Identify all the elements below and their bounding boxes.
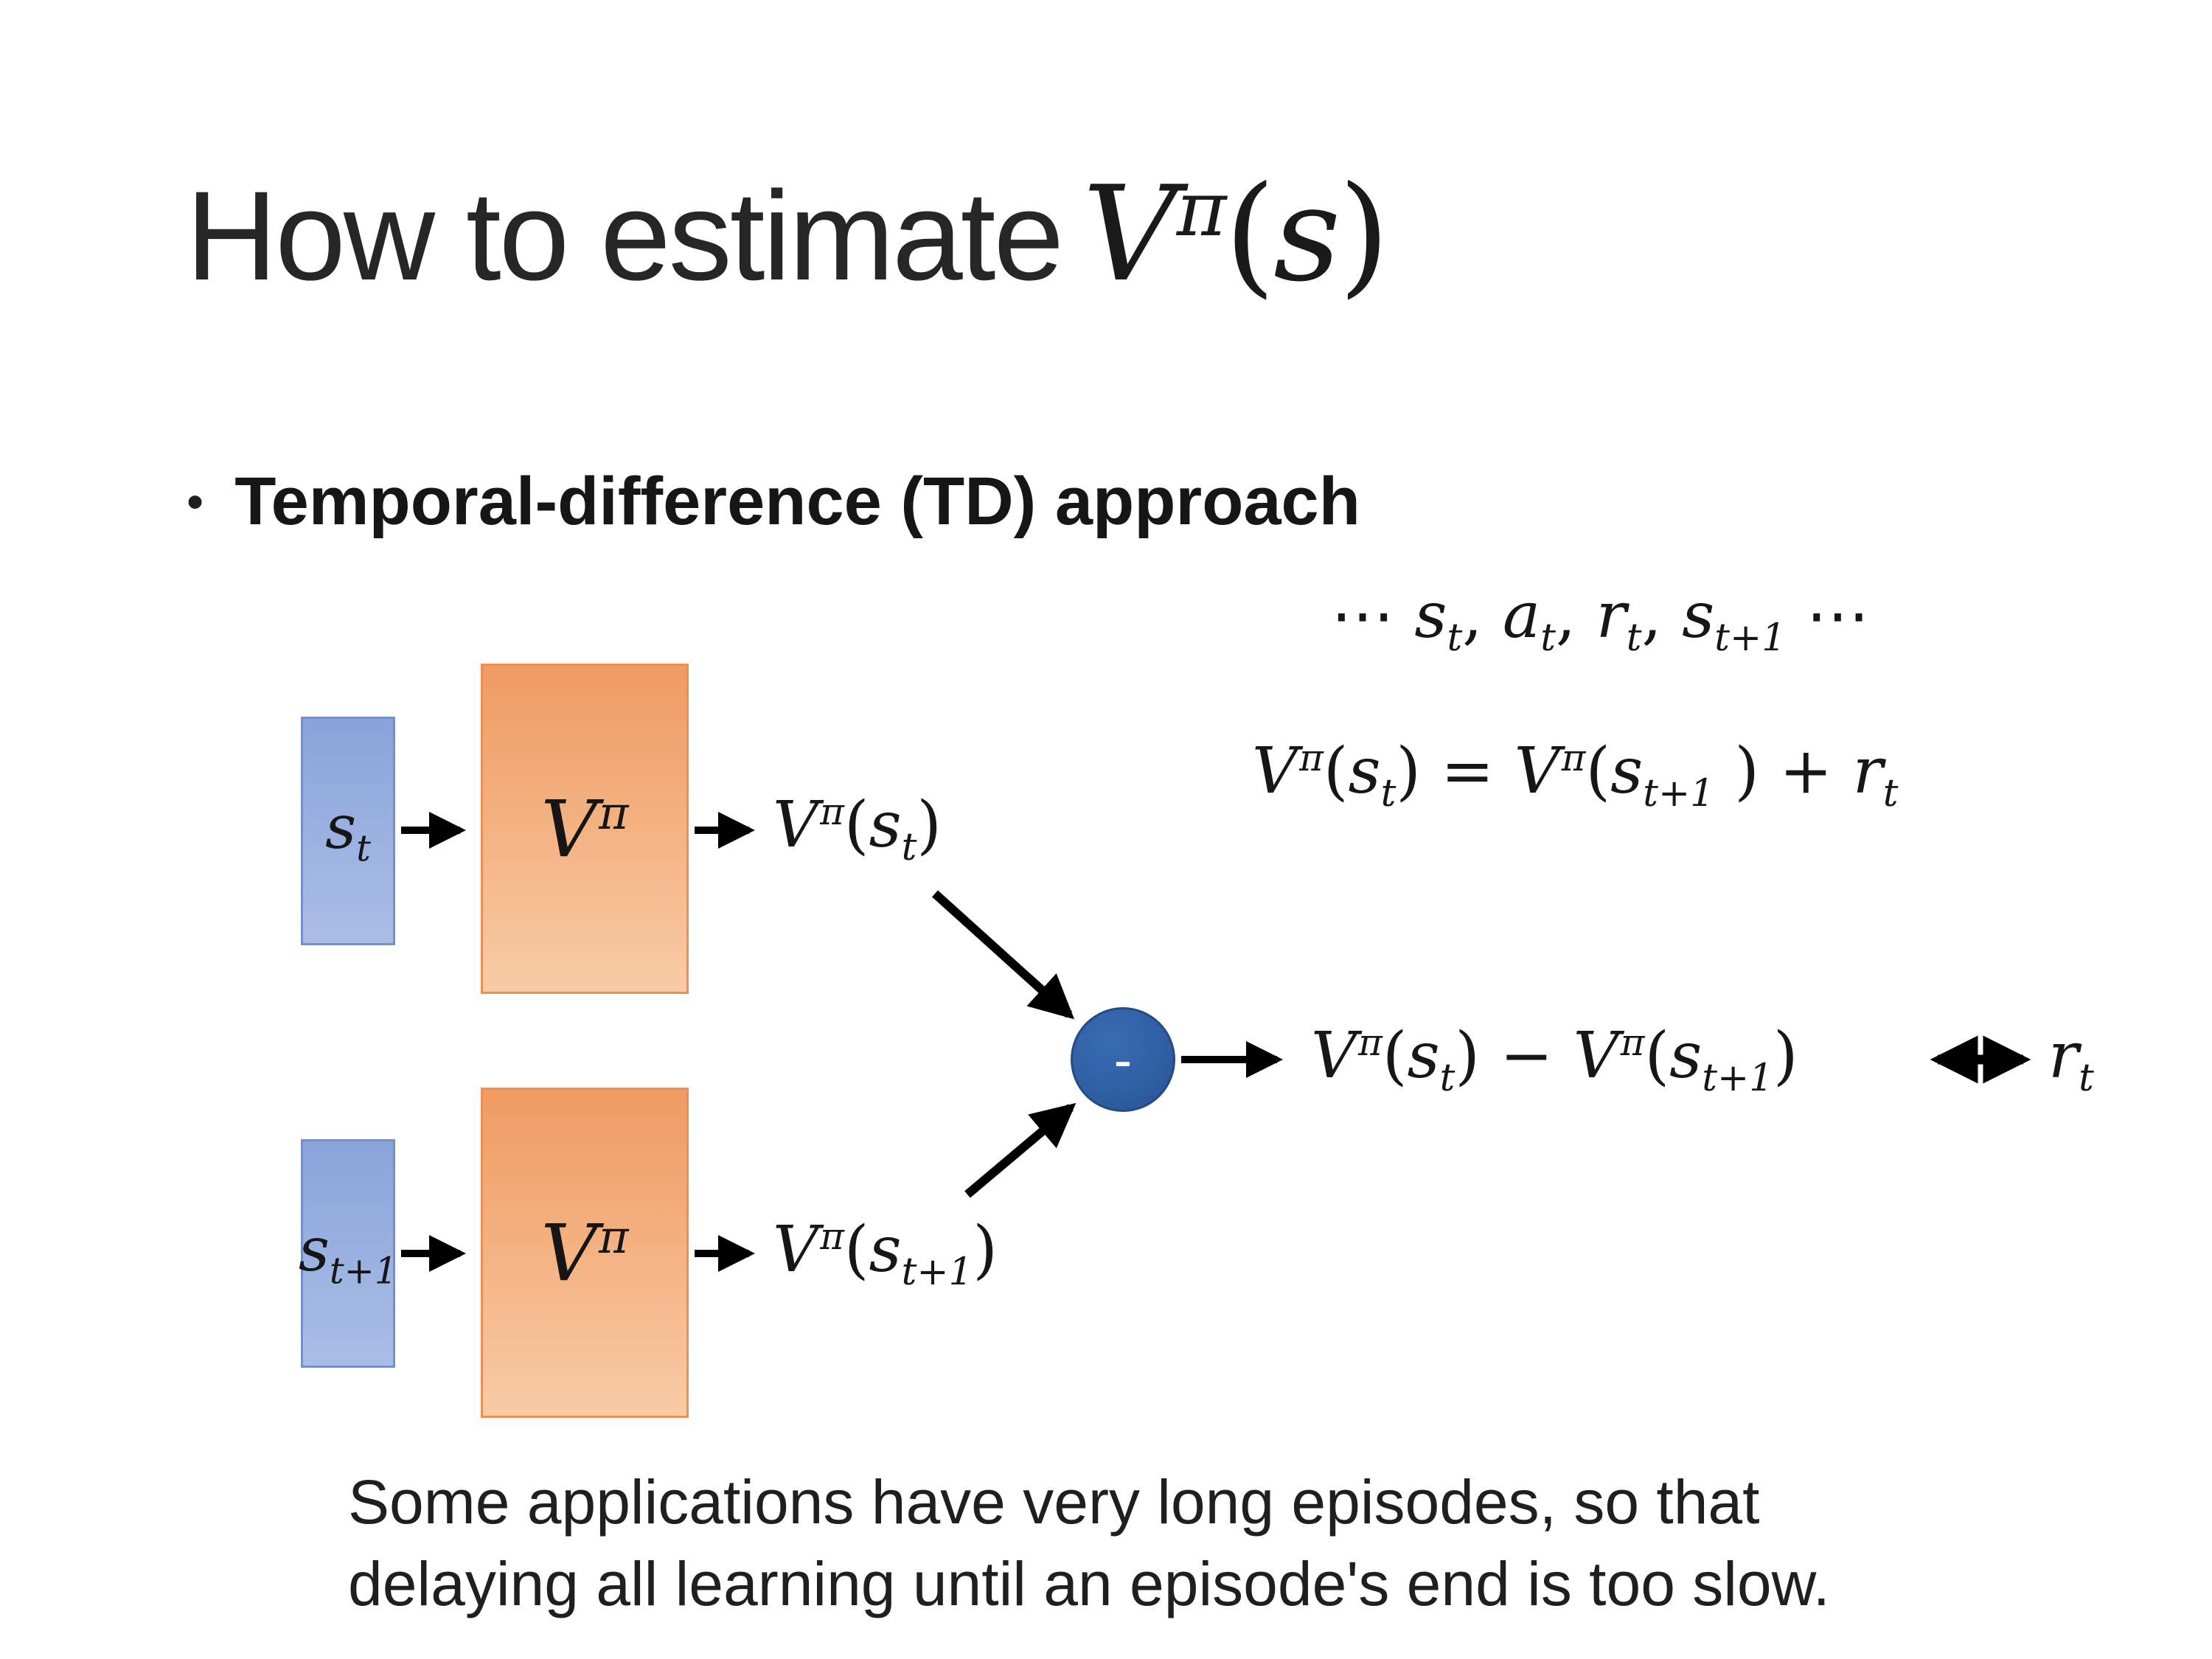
- state-box-st1: st+1: [298, 1139, 398, 1368]
- page-title: How to estimate Vπ(s): [186, 158, 1390, 310]
- note-text: Some applications have very long episode…: [348, 1467, 1831, 1618]
- output-label-v-st: Vπ(st): [773, 787, 942, 870]
- value-network-label-top: Vπ: [540, 783, 629, 874]
- value-network-box-bottom: Vπ: [481, 1088, 689, 1418]
- reward-label: rt: [2048, 1018, 2094, 1101]
- state-label-st1: st+1: [298, 1214, 398, 1293]
- difference-node: -: [1071, 1007, 1175, 1112]
- title-text: How to estimate: [186, 165, 1064, 307]
- state-label-st: st: [325, 792, 371, 870]
- td-equation: Vπ(st) = Vπ(st+1 ) + rt: [1252, 734, 1899, 816]
- title-formula: Vπ(s): [1082, 158, 1390, 310]
- arrow-output-bottom-to-minus-icon: [964, 1102, 1077, 1198]
- bullet-marker: •: [187, 475, 204, 529]
- value-network-box-top: Vπ: [481, 664, 689, 994]
- bullet-text: Temporal-difference (TD) approach: [234, 464, 1360, 539]
- td-error-formula: Vπ(st) − Vπ(st+1): [1311, 1018, 1798, 1101]
- minus-label: -: [1113, 1029, 1133, 1091]
- arrow-output-top-to-minus-icon: [931, 890, 1075, 1020]
- bullet-item: • Temporal-difference (TD) approach: [187, 463, 1360, 540]
- trajectory-formula: ⋯ st, at, rt, st+1 ⋯: [1331, 579, 1870, 661]
- value-network-label-bottom: Vπ: [540, 1207, 629, 1298]
- output-label-v-st1: Vπ(st+1): [773, 1212, 998, 1295]
- state-box-st: st: [301, 717, 395, 945]
